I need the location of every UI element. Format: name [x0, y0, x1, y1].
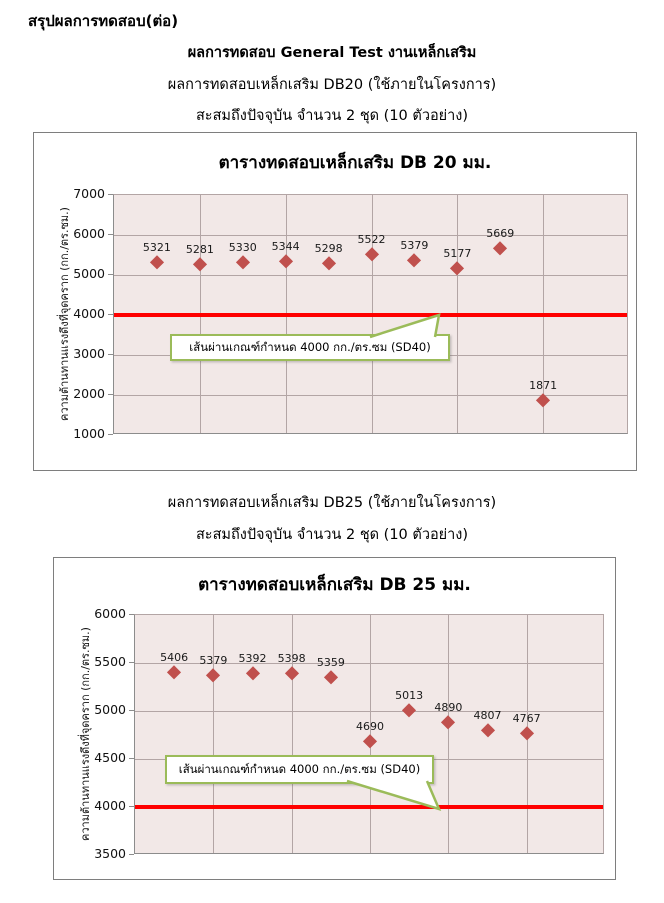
y-tick-label: 4500	[94, 750, 126, 765]
callout-label: เส้นผ่านเกณฑ์กำหนด 4000 กก./ตร.ซม (SD40)	[178, 761, 421, 776]
main-title: ผลการทดสอบ General Test งานเหล็กเสริม	[187, 45, 477, 61]
y-tick-mark	[129, 710, 134, 711]
y-tick-mark	[108, 194, 113, 195]
data-point-diamond	[450, 261, 465, 275]
data-point-label: 5013	[395, 688, 424, 702]
y-tick-mark	[108, 354, 113, 355]
y-tick-mark	[129, 806, 134, 807]
data-point-diamond	[150, 255, 164, 269]
y-tick-label: 7000	[73, 186, 105, 201]
data-point-diamond	[364, 247, 379, 261]
data-point-diamond	[519, 726, 534, 741]
data-point-diamond	[402, 703, 416, 717]
data-point-label: 4807	[473, 708, 502, 722]
y-tick-mark	[108, 274, 113, 275]
data-point-label: 5379	[199, 653, 228, 667]
data-point-label: 4690	[356, 719, 384, 733]
page-heading: สรุปผลการทดสอบ(ต่อ)	[28, 12, 179, 30]
chart-title: ตารางทดสอบเหล็กเสริม DB 20 มม.	[218, 153, 492, 173]
y-tick-mark	[108, 314, 113, 315]
section2-line1: ผลการทดสอบเหล็กเสริม DB25 (ใช้ภายในโครงก…	[167, 495, 497, 511]
data-point-label: 5298	[314, 242, 343, 256]
data-point-label: 5392	[238, 652, 267, 666]
callout-box: เส้นผ่านเกณฑ์กำหนด 4000 กก./ตร.ซม (SD40)	[165, 755, 434, 784]
gridline-h	[135, 711, 603, 712]
gridline-v	[370, 615, 371, 853]
data-point-label: 1871	[529, 379, 558, 393]
y-tick-mark	[108, 434, 113, 435]
data-point-diamond	[321, 256, 336, 270]
data-point-label: 5406	[160, 651, 189, 665]
data-point-label: 5379	[400, 238, 429, 252]
y-tick-label: 4000	[94, 798, 126, 813]
threshold-line	[114, 313, 627, 317]
gridline-h	[114, 235, 627, 236]
threshold-line	[135, 805, 603, 809]
y-tick-label: 6000	[94, 606, 126, 621]
y-tick-mark	[108, 234, 113, 235]
chart-title: ตารางทดสอบเหล็กเสริม DB 25 มม.	[198, 575, 471, 595]
y-tick-label: 6000	[73, 226, 105, 241]
y-tick-mark	[129, 854, 134, 855]
data-point-diamond	[206, 667, 221, 682]
section1-line2: สะสมถึงปัจจุบัน จำนวน 2 ชุด (10 ตัวอย่าง…	[195, 108, 469, 124]
y-tick-label: 5000	[73, 266, 105, 281]
data-point-diamond	[167, 665, 181, 679]
callout-label: เส้นผ่านเกณฑ์กำหนด 4000 กก./ตร.ซม (SD40)	[189, 339, 431, 354]
data-point-label: 4890	[434, 700, 463, 714]
section1-line1: ผลการทดสอบเหล็กเสริม DB20 (ใช้ภายในโครงก…	[167, 77, 497, 93]
y-tick-label: 3000	[73, 346, 105, 361]
y-tick-label: 5500	[94, 654, 126, 669]
data-point-diamond	[236, 255, 250, 269]
gridline-h	[135, 663, 603, 664]
data-point-label: 5669	[486, 227, 515, 241]
data-point-label: 5321	[142, 241, 171, 255]
callout-box: เส้นผ่านเกณฑ์กำหนด 4000 กก./ตร.ซม (SD40)	[170, 334, 450, 361]
y-tick-label: 1000	[73, 426, 105, 441]
chart-db25-frame: ตารางทดสอบเหล็กเสริม DB 25 มม. ความต้านท…	[53, 557, 616, 880]
data-point-diamond	[441, 714, 456, 729]
gridline-v	[448, 615, 450, 853]
data-point-diamond	[324, 669, 338, 684]
y-tick-mark	[129, 758, 134, 759]
y-tick-label: 3500	[94, 846, 126, 861]
data-point-label: 5359	[316, 655, 345, 669]
y-tick-mark	[108, 394, 113, 395]
data-point-label: 5281	[185, 242, 214, 256]
data-point-diamond	[493, 241, 507, 255]
y-tick-label: 2000	[73, 386, 105, 401]
data-point-label: 5398	[277, 651, 306, 665]
data-point-diamond	[245, 666, 260, 681]
gridline-h	[114, 275, 627, 276]
chart-db20-frame: ตารางทดสอบเหล็กเสริม DB 20 มม. ความต้านท…	[33, 132, 637, 471]
data-point-diamond	[193, 257, 207, 271]
data-point-label: 5344	[271, 240, 300, 254]
section2-line2: สะสมถึงปัจจุบัน จำนวน 2 ชุด (10 ตัวอย่าง…	[195, 527, 469, 543]
gridline-h	[114, 395, 627, 396]
data-point-diamond	[407, 253, 422, 267]
data-point-label: 5330	[228, 240, 257, 254]
y-tick-label: 5000	[94, 702, 126, 717]
plot-area: เส้นผ่านเกณฑ์กำหนด 4000 กก./ตร.ซม (SD40)…	[134, 614, 604, 854]
y-tick-label: 4000	[73, 306, 105, 321]
data-point-label: 5522	[357, 233, 386, 247]
gridline-v	[291, 615, 293, 853]
y-tick-mark	[129, 614, 134, 615]
y-tick-mark	[129, 662, 134, 663]
plot-area: เส้นผ่านเกณฑ์กำหนด 4000 กก./ตร.ซม (SD40)…	[113, 194, 628, 434]
data-point-diamond	[480, 722, 495, 737]
data-point-label: 4767	[512, 712, 541, 726]
data-point-diamond	[363, 734, 377, 748]
gridline-v	[213, 615, 215, 853]
data-point-diamond	[284, 666, 299, 680]
data-point-label: 5177	[443, 246, 472, 260]
data-point-diamond	[278, 254, 293, 268]
